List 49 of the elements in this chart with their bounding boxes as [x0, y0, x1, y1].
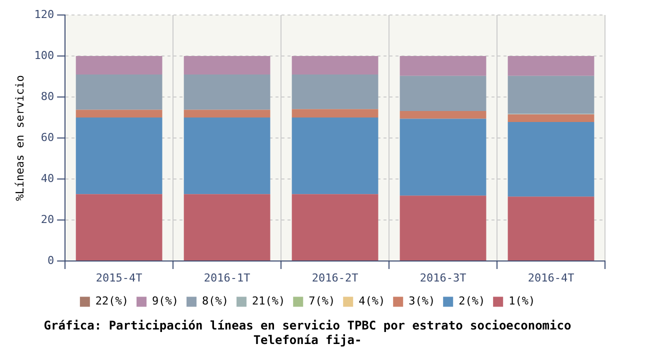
- y-tick-label: 20: [40, 212, 54, 226]
- legend-label: 4(%): [358, 294, 386, 308]
- y-tick-label: 0: [47, 254, 54, 267]
- bar: [184, 56, 270, 74]
- y-tick-label: 100: [34, 48, 54, 62]
- bar: [184, 194, 270, 260]
- bar: [508, 56, 594, 76]
- bar: [292, 74, 378, 110]
- bar: [76, 194, 162, 260]
- bar: [76, 118, 162, 194]
- legend-label: 22(%): [95, 294, 129, 308]
- legend-label: 2(%): [458, 294, 486, 308]
- legend-label: 1(%): [508, 294, 536, 308]
- x-tick-label: 2016-3T: [420, 271, 467, 284]
- text: Telefonía fija-: [253, 332, 362, 347]
- bar: [292, 109, 378, 118]
- y-tick-label: 120: [34, 8, 54, 21]
- legend-label: 7(%): [308, 294, 336, 308]
- text: Gráfica: Participación líneas en servicio TPBC por estrato socioeconomico: [44, 318, 572, 333]
- y-axis-title: %Líneas en servicio: [13, 75, 26, 201]
- y-tick-label: 80: [40, 90, 54, 103]
- bar: [400, 76, 486, 111]
- bar: [508, 122, 594, 197]
- bar: [292, 118, 378, 194]
- bar: [184, 118, 270, 194]
- bar: [400, 110, 486, 119]
- legend-label: 21(%): [252, 294, 286, 308]
- legend-label: 8(%): [202, 294, 229, 308]
- bar: [400, 118, 486, 196]
- bar: [400, 56, 486, 76]
- bar: [400, 196, 486, 260]
- bar: [292, 194, 378, 260]
- bar: [508, 114, 594, 122]
- x-tick-label: 2016-1T: [204, 271, 251, 284]
- y-tick-label: 60: [40, 130, 54, 144]
- legend-label: 3(%): [408, 294, 436, 308]
- bar: [292, 56, 378, 74]
- y-tick-label: 40: [40, 172, 54, 185]
- bar: [184, 74, 270, 110]
- x-tick-label: 2016-2T: [312, 271, 359, 284]
- bar: [184, 110, 270, 118]
- bar: [508, 196, 594, 260]
- legend-label: 9(%): [152, 294, 179, 308]
- bar: [76, 56, 162, 74]
- x-tick-label: 2016-4T: [528, 271, 575, 284]
- bar: [76, 110, 162, 118]
- bar: [508, 76, 594, 114]
- x-tick-label: 2015-4T: [96, 271, 143, 284]
- bar: [76, 74, 162, 110]
